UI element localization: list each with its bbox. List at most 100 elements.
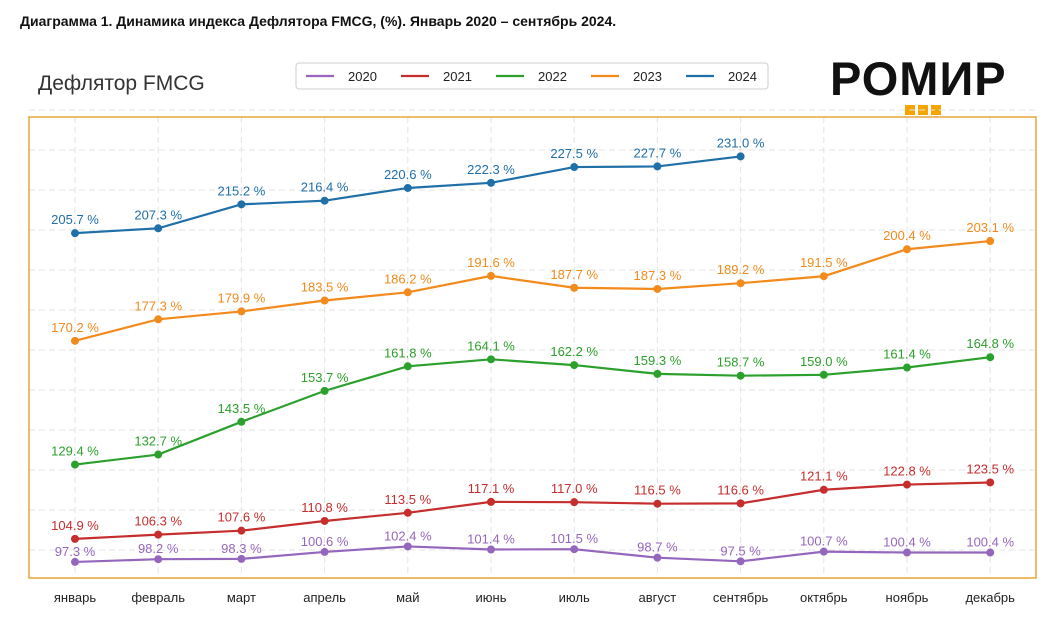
x-tick-label: август xyxy=(639,590,677,605)
data-label-2024: 227.7 % xyxy=(634,145,682,160)
data-point-2021 xyxy=(154,530,163,539)
data-point-2020 xyxy=(986,548,995,557)
data-label-2021: 116.5 % xyxy=(634,483,681,498)
data-label-2024: 215.2 % xyxy=(218,183,266,198)
data-label-2023: 179.9 % xyxy=(218,290,266,305)
data-label-2021: 107.6 % xyxy=(218,510,266,525)
data-point-2020 xyxy=(154,555,163,564)
x-tick-label: февраль xyxy=(131,590,185,605)
data-label-2022: 159.0 % xyxy=(800,354,848,369)
legend-label-2024: 2024 xyxy=(728,69,757,84)
data-point-2023 xyxy=(653,284,662,293)
x-tick-label: декабрь xyxy=(965,590,1015,605)
data-point-2023 xyxy=(736,279,745,288)
data-label-2024: 220.6 % xyxy=(384,167,432,182)
x-tick-label: март xyxy=(227,590,256,605)
data-point-2023 xyxy=(71,336,79,345)
series-line-2020 xyxy=(74,545,991,564)
data-label-2020: 98.3 % xyxy=(221,541,262,556)
data-point-2022 xyxy=(736,371,745,380)
data-label-2021: 122.8 % xyxy=(883,464,931,479)
data-point-2022 xyxy=(487,355,495,364)
x-tick-label: май xyxy=(396,590,419,605)
data-label-2020: 102.4 % xyxy=(384,528,432,543)
data-point-2023 xyxy=(403,288,412,297)
data-point-2023 xyxy=(154,315,163,324)
data-point-2023 xyxy=(237,307,246,316)
x-tick-label: июль xyxy=(559,590,590,605)
data-point-2021 xyxy=(986,478,995,487)
data-point-2024 xyxy=(653,162,662,171)
data-label-2024: 231.0 % xyxy=(717,135,765,150)
data-point-2021 xyxy=(903,480,911,489)
data-label-2023: 189.2 % xyxy=(717,262,765,277)
data-point-2023 xyxy=(320,296,329,305)
data-label-2020: 98.7 % xyxy=(637,540,678,555)
data-point-2023 xyxy=(903,245,911,254)
data-label-2024: 227.5 % xyxy=(550,146,598,161)
data-label-2020: 100.4 % xyxy=(883,535,931,550)
x-tick-label: сентябрь xyxy=(713,590,769,605)
data-label-2022: 161.8 % xyxy=(384,345,432,360)
data-label-2022: 161.4 % xyxy=(883,347,931,362)
data-point-2020 xyxy=(487,545,495,554)
data-label-2021: 113.5 % xyxy=(384,492,431,507)
data-point-2021 xyxy=(320,516,329,525)
data-label-2023: 183.5 % xyxy=(301,279,349,294)
data-point-2023 xyxy=(986,237,995,246)
data-point-2022 xyxy=(570,361,579,370)
data-label-2021: 104.9 % xyxy=(51,518,99,533)
data-label-2022: 143.5 % xyxy=(218,401,266,416)
data-label-2020: 98.2 % xyxy=(138,541,179,556)
data-label-2020: 97.5 % xyxy=(720,543,761,558)
x-tick-label: апрель xyxy=(303,590,346,605)
legend-label-2022: 2022 xyxy=(538,69,567,84)
data-point-2020 xyxy=(736,557,745,566)
data-point-2024 xyxy=(570,163,579,172)
data-label-2020: 97.3 % xyxy=(55,544,96,559)
legend-label-2020: 2020 xyxy=(348,69,377,84)
data-point-2022 xyxy=(403,362,412,371)
data-point-2020 xyxy=(819,547,828,556)
data-point-2022 xyxy=(71,460,79,469)
data-point-2024 xyxy=(403,183,412,192)
data-label-2021: 110.8 % xyxy=(301,500,348,515)
data-point-2020 xyxy=(653,553,662,562)
data-label-2022: 132.7 % xyxy=(134,434,182,449)
legend-box xyxy=(295,62,769,90)
page-title: Диаграмма 1. Динамика индекса Дефлятора … xyxy=(20,13,617,29)
data-label-2022: 162.2 % xyxy=(550,344,598,359)
data-label-2021: 116.6 % xyxy=(717,482,764,497)
data-label-2021: 117.0 % xyxy=(551,481,598,496)
data-point-2023 xyxy=(570,283,579,292)
data-label-2023: 177.3 % xyxy=(134,298,182,313)
legend-label-2023: 2023 xyxy=(633,69,662,84)
data-label-2022: 129.4 % xyxy=(51,444,99,459)
data-label-2024: 222.3 % xyxy=(467,162,515,177)
data-point-2024 xyxy=(487,178,495,187)
data-point-2021 xyxy=(71,534,79,543)
data-label-2020: 101.4 % xyxy=(467,531,515,546)
data-label-2023: 191.6 % xyxy=(467,255,515,270)
data-point-2022 xyxy=(154,450,163,459)
data-label-2024: 216.4 % xyxy=(301,180,349,195)
data-point-2020 xyxy=(320,547,329,556)
data-point-2022 xyxy=(653,369,662,378)
data-label-2020: 100.7 % xyxy=(800,534,848,549)
data-label-2023: 187.3 % xyxy=(634,268,682,283)
data-point-2024 xyxy=(154,224,163,233)
data-point-2021 xyxy=(653,499,662,508)
legend-label-2021: 2021 xyxy=(443,69,472,84)
data-label-2023: 191.5 % xyxy=(800,255,848,270)
data-label-2020: 100.4 % xyxy=(966,535,1014,550)
data-point-2020 xyxy=(570,545,579,554)
data-label-2020: 101.5 % xyxy=(550,531,598,546)
data-label-2023: 187.7 % xyxy=(550,267,598,282)
data-label-2021: 121.1 % xyxy=(800,469,848,484)
data-label-2023: 203.1 % xyxy=(966,220,1014,235)
chart-title: Дефлятор FMCG xyxy=(38,72,205,95)
data-point-2021 xyxy=(487,497,495,506)
x-tick-label: ноябрь xyxy=(886,590,929,605)
x-tick-label: октябрь xyxy=(800,590,848,605)
